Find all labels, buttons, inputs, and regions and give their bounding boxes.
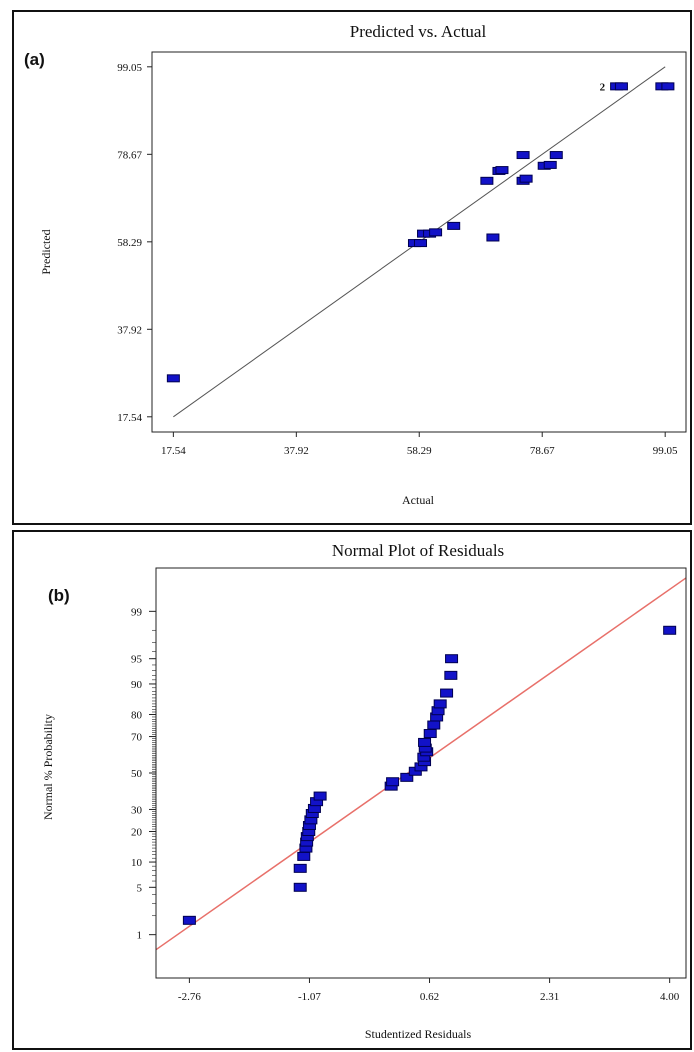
chart-b-ticks: -2.76 -1.07 0.62 2.31 4.00 99 95 90 80 70 50 30 20 10…: [131, 606, 680, 1003]
data-point: [663, 625, 677, 635]
data-point: [293, 863, 307, 873]
data-point: [444, 670, 458, 680]
chart-a-xlabel: Actual: [402, 493, 435, 507]
y-tick-label: 5: [137, 882, 143, 894]
data-point: [297, 851, 311, 861]
y-tick-label: 70: [131, 732, 143, 744]
y-tick-label: 17.54: [117, 412, 142, 424]
data-point: [447, 221, 461, 230]
x-tick-label: 78.67: [530, 445, 555, 457]
chart-panel-b: (b) Normal Plot of Residuals Studentized…: [12, 530, 692, 1050]
chart-b-svg: (b) Normal Plot of Residuals Studentized…: [41, 541, 687, 1041]
data-point: [433, 699, 447, 709]
y-tick-label: 58.29: [117, 237, 142, 249]
y-tick-label: 50: [131, 768, 143, 780]
data-point: [313, 791, 327, 801]
chart-a-title: Predicted vs. Actual: [350, 22, 487, 41]
data-point: [386, 777, 400, 787]
x-tick-label: 58.29: [407, 445, 432, 457]
chart-b-ylabel: Normal % Probability: [41, 714, 55, 820]
x-tick-label: 99.05: [653, 445, 678, 457]
panel-label-a: (a): [24, 50, 45, 69]
x-tick-label: 17.54: [161, 445, 186, 457]
chart-a-points: [166, 82, 675, 383]
x-tick-label: 4.00: [660, 991, 680, 1003]
y-tick-label: 90: [131, 679, 143, 691]
data-point: [519, 174, 533, 183]
chart-a-ticks: 17.54 37.92 58.29 78.67 99.05 17.54 37.92 58.29…: [117, 62, 678, 457]
data-point: [182, 915, 196, 925]
data-point: [429, 228, 443, 237]
chart-a-svg: (a) Predicted vs. Actual Actual Predicte…: [24, 22, 687, 507]
y-tick-label: 20: [131, 826, 143, 838]
chart-a-ylabel: Predicted: [39, 229, 53, 274]
x-tick-label: 37.92: [284, 445, 309, 457]
y-tick-label: 80: [131, 710, 143, 722]
data-point: [445, 654, 459, 664]
chart-a-plot-frame: [151, 51, 687, 433]
data-point: [440, 688, 454, 698]
chart-b-title: Normal Plot of Residuals: [332, 541, 504, 560]
x-tick-label: 2.31: [540, 991, 559, 1003]
data-point: [480, 176, 494, 185]
y-tick-label: 95: [131, 654, 143, 666]
data-point: [543, 160, 557, 169]
y-tick-label: 78.67: [117, 149, 142, 161]
x-tick-label: -1.07: [298, 991, 321, 1003]
chart-a-annotations: 2: [600, 81, 606, 93]
y-tick-label: 10: [131, 857, 143, 869]
data-point: [427, 720, 441, 730]
y-tick-label: 99: [131, 606, 143, 618]
x-tick-label: -2.76: [178, 991, 201, 1003]
data-point: [293, 882, 307, 892]
point-annotation: 2: [600, 81, 606, 93]
x-tick-label: 0.62: [420, 991, 439, 1003]
chart-b-plot-frame: [155, 567, 687, 979]
data-point: [418, 737, 432, 747]
y-tick-label: 99.05: [117, 62, 142, 74]
data-point: [400, 772, 414, 782]
panel-label-b: (b): [48, 586, 70, 605]
data-point: [549, 151, 563, 160]
data-point: [166, 374, 180, 383]
y-tick-label: 30: [131, 804, 143, 816]
chart-b-points: [182, 625, 677, 925]
y-tick-label: 37.92: [117, 324, 142, 336]
chart-b-xlabel: Studentized Residuals: [365, 1027, 472, 1041]
data-point: [414, 239, 428, 248]
chart-panel-a: (a) Predicted vs. Actual Actual Predicte…: [12, 10, 692, 525]
data-point: [614, 82, 628, 91]
data-point: [516, 151, 530, 160]
data-point: [661, 82, 675, 91]
data-point: [423, 729, 437, 739]
data-point: [486, 233, 500, 242]
y-tick-label: 1: [137, 930, 143, 942]
data-point: [495, 166, 509, 175]
